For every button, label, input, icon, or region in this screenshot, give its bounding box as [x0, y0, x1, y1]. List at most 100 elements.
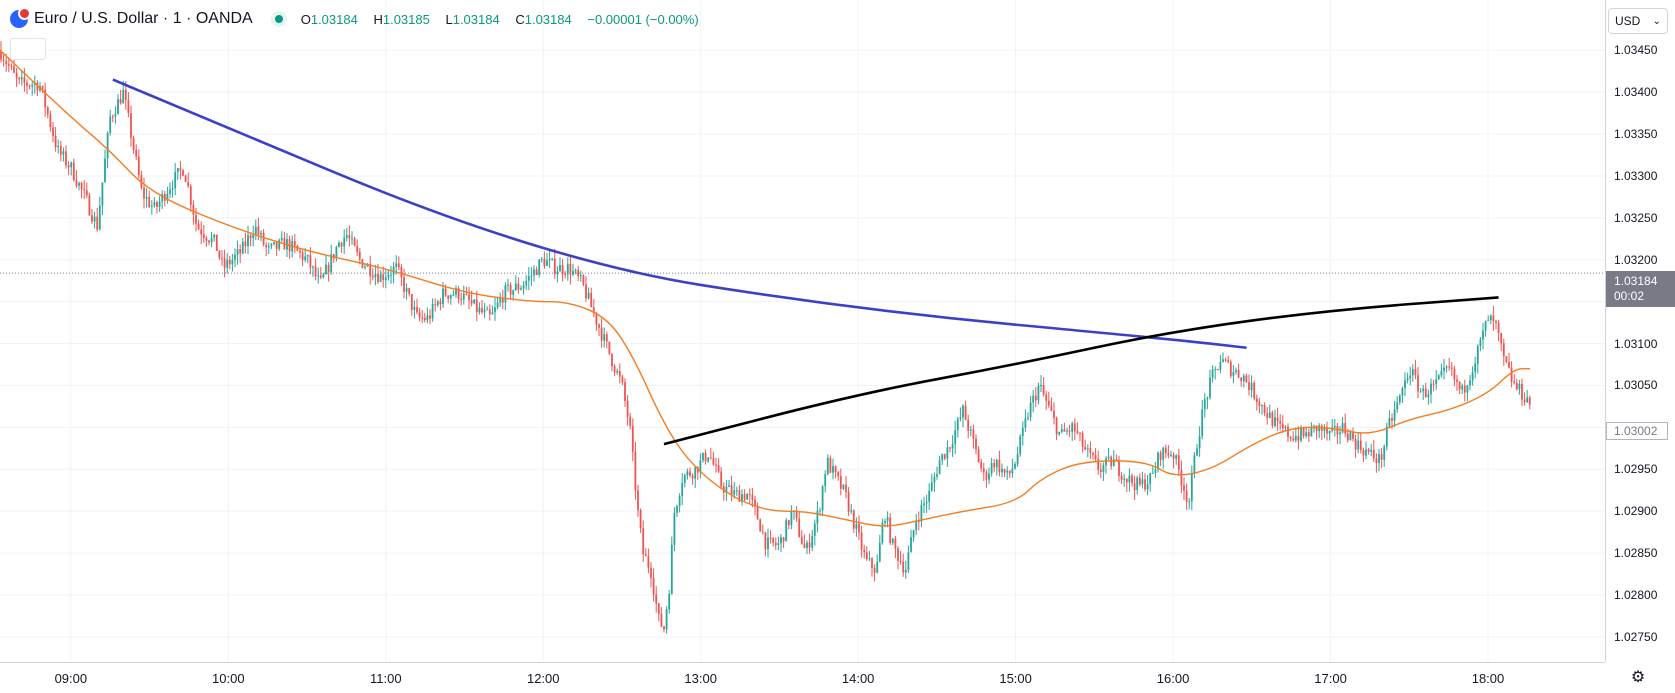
- settings-gear-icon[interactable]: ⚙: [1630, 669, 1646, 686]
- candle-body: [200, 229, 203, 235]
- candle-body: [1037, 385, 1040, 401]
- symbol-title[interactable]: Euro / U.S. Dollar · 1 · OANDA: [34, 10, 253, 27]
- candle-body: [1385, 426, 1388, 447]
- time-tick-label: 11:00: [369, 671, 402, 686]
- candle-body: [88, 195, 91, 216]
- candle-body: [540, 259, 543, 261]
- candle-body: [928, 490, 931, 502]
- candle-body: [241, 241, 244, 254]
- candle-body: [140, 174, 143, 188]
- candle-body: [1066, 430, 1068, 432]
- candle-body: [829, 457, 832, 473]
- candle-body: [920, 504, 923, 522]
- candle-body: [1154, 469, 1157, 473]
- candle-body: [509, 284, 512, 295]
- candle-body: [556, 271, 559, 275]
- current-price-label: 1.03184 00:02: [1606, 271, 1675, 307]
- candle-body: [488, 309, 491, 315]
- candle-body: [397, 263, 400, 268]
- candle-body: [1268, 412, 1271, 418]
- candle-body: [49, 114, 52, 128]
- candle-body: [899, 560, 902, 562]
- candle-body: [265, 244, 268, 248]
- candle-body: [348, 235, 351, 239]
- chart-pane[interactable]: Euro / U.S. Dollar · 1 · OANDA O1.03184 …: [0, 0, 1605, 662]
- candle-body: [455, 288, 457, 295]
- candle-body: [1313, 425, 1315, 427]
- candle-body: [20, 77, 23, 80]
- candle-body: [1336, 426, 1339, 435]
- candle-body: [1133, 483, 1136, 491]
- candle-body: [858, 524, 860, 533]
- market-open-dot-icon[interactable]: [270, 11, 287, 27]
- candle-body: [434, 304, 437, 306]
- change-value: −0.00001 (−0.00%): [587, 11, 699, 27]
- candle-body: [1102, 465, 1105, 472]
- candle-body: [322, 274, 325, 278]
- candle-body: [816, 510, 819, 524]
- candle-body: [1131, 475, 1133, 484]
- candle-body: [1211, 369, 1214, 378]
- candle-body: [1105, 458, 1107, 466]
- candle-body: [187, 181, 190, 187]
- candle-body: [1328, 430, 1331, 434]
- candle-body: [1050, 405, 1053, 411]
- time-tick-label: 15:00: [999, 671, 1032, 686]
- candle-body: [444, 288, 447, 296]
- candle-body: [117, 99, 119, 115]
- candle-body: [486, 309, 489, 311]
- candle-body: [1209, 377, 1211, 398]
- candle-body: [174, 172, 177, 189]
- candle-body: [301, 252, 304, 260]
- candle-body: [1006, 470, 1009, 473]
- candle-body: [956, 418, 959, 431]
- candle-body: [995, 459, 998, 468]
- candle-body: [845, 484, 847, 493]
- candle-body: [546, 260, 548, 266]
- candle-body: [1281, 423, 1284, 429]
- candle-body: [1354, 438, 1357, 450]
- currency-dropdown[interactable]: USD ⌄: [1608, 8, 1668, 34]
- candle-body: [228, 259, 231, 265]
- candle-body: [702, 452, 704, 461]
- candle-body: [1177, 455, 1180, 470]
- candle-body: [605, 334, 608, 342]
- candle-body: [886, 517, 889, 521]
- candle-body: [639, 510, 642, 529]
- candle-body: [933, 476, 936, 483]
- trendline-blue: [112, 78, 1247, 350]
- candle-body: [299, 250, 301, 253]
- candle-body: [1435, 379, 1438, 384]
- candle-body: [304, 256, 307, 260]
- candle-body: [821, 486, 824, 511]
- candle-body: [907, 552, 910, 570]
- trendline-black: [663, 296, 1499, 446]
- candle-body: [371, 275, 374, 278]
- candle-body: [5, 61, 8, 65]
- candle-body: [759, 519, 762, 532]
- candle-body: [496, 302, 499, 308]
- candle-body: [1411, 369, 1414, 376]
- open-value: 1.03184: [310, 11, 358, 27]
- candle-body: [587, 292, 590, 299]
- candle-body: [1019, 436, 1022, 455]
- time-axis[interactable]: 09:00 10:00 11:00 12:00 13:00 14:00 15:00 16:00…: [0, 662, 1605, 693]
- candle-body: [413, 306, 416, 310]
- candle-body: [1248, 382, 1250, 391]
- candle-body: [507, 284, 509, 286]
- candle-body: [624, 382, 626, 401]
- legend-collapse-button[interactable]: [10, 38, 46, 60]
- candle-body: [208, 240, 210, 243]
- candle-body: [1123, 478, 1126, 480]
- candle-body: [1092, 453, 1094, 456]
- price-chart[interactable]: [0, 0, 1605, 662]
- candle-body: [790, 511, 793, 526]
- candle-body: [124, 89, 127, 100]
- price-tick-label: 1.03250: [1614, 210, 1658, 225]
- candle-body: [65, 151, 67, 166]
- candle-body: [1523, 399, 1526, 403]
- candle-body: [579, 275, 582, 277]
- candle-body: [132, 137, 135, 150]
- price-axis[interactable]: 1.03450 1.03400 1.03350 1.03300 1.03250 1.032…: [1605, 0, 1675, 662]
- candle-body: [356, 245, 359, 252]
